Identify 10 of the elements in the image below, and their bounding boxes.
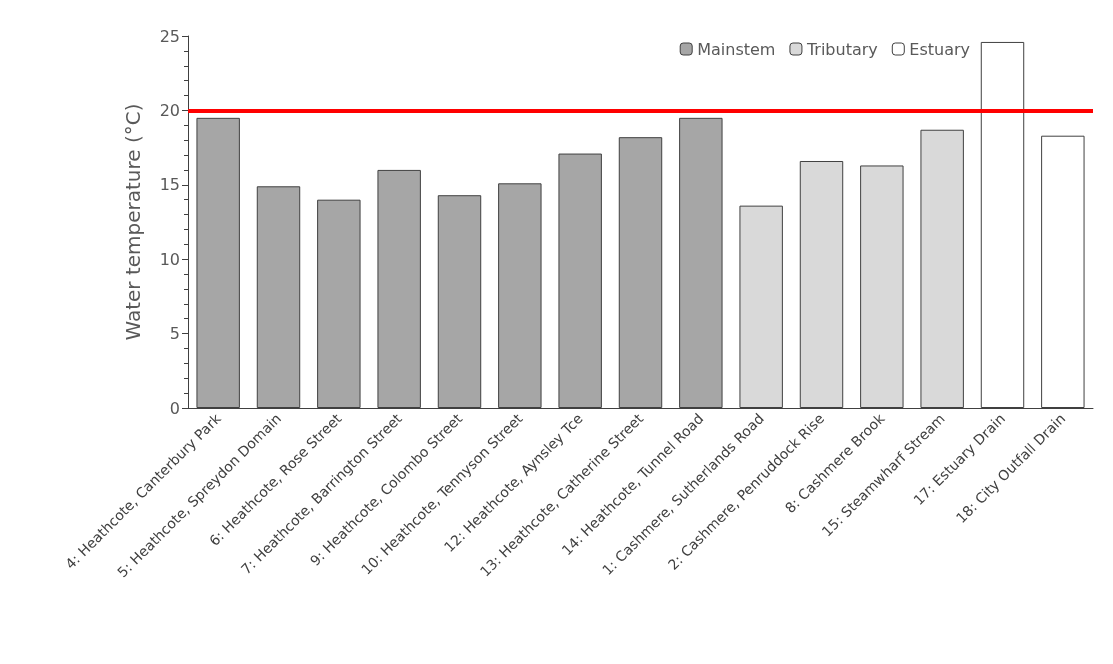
y-tick-label: 0 (169, 398, 180, 418)
y-tick-label: 20 (159, 100, 180, 120)
legend-label: Tributary (805, 39, 878, 59)
legend-label: Estuary (909, 39, 971, 59)
legend-label: Mainstem (697, 39, 776, 59)
y-tick-label: 25 (159, 26, 180, 46)
y-tick-label: 10 (159, 249, 180, 269)
y-tick-label: 5 (169, 324, 180, 344)
y-tick-label: 15 (159, 175, 180, 195)
y-axis-title: Water temperature (°C) (121, 103, 145, 341)
